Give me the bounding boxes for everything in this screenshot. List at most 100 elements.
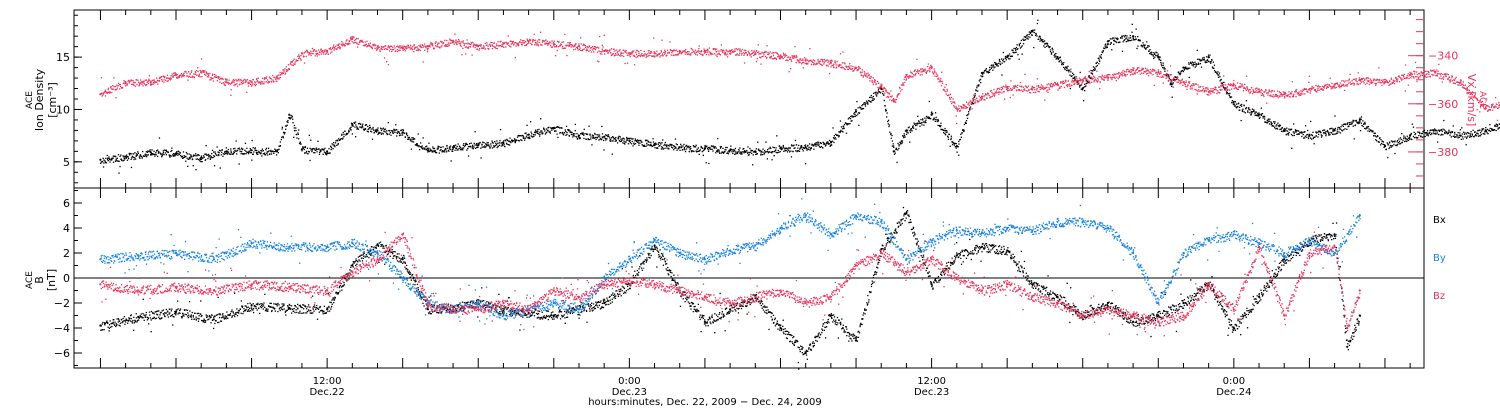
ion-density-sample (722, 152, 724, 154)
ion-density-sample (1131, 23, 1133, 25)
vx-sample (477, 46, 479, 48)
ion-density-sample (572, 134, 575, 136)
ion-density-sample (787, 148, 789, 150)
vx-sample (603, 34, 605, 36)
vx-sample (633, 54, 635, 57)
ion-density-sample (1182, 66, 1184, 69)
vx-sample (268, 76, 271, 78)
ion-density-sample (464, 144, 467, 147)
ion-density-sample (235, 140, 237, 142)
ion-density-sample (734, 149, 736, 151)
ion-density-sample (1218, 72, 1221, 74)
ion-density-sample (293, 136, 295, 138)
ion-density-sample (1356, 121, 1358, 123)
ion-density-sample (382, 128, 384, 130)
vx-sample (717, 53, 719, 55)
ion-density-sample (1432, 129, 1435, 131)
ion-density-sample (119, 165, 121, 168)
ion-density-sample (1332, 133, 1334, 135)
vx-sample (190, 76, 192, 79)
vx-sample (206, 76, 209, 78)
ion-density-sample (1213, 69, 1216, 72)
ion-density-sample (1494, 124, 1496, 127)
ion-density-sample (860, 108, 862, 110)
ion-density-sample (192, 158, 194, 160)
ion-density-sample (1011, 55, 1013, 57)
vx-sample (415, 46, 417, 48)
ion-density-sample (543, 127, 545, 129)
vx-sample (351, 41, 353, 43)
vx-sample (551, 46, 553, 49)
ion-density-sample (261, 148, 263, 150)
vx-sample (735, 54, 737, 56)
vx-sample (647, 55, 650, 57)
ion-density-sample (1453, 135, 1455, 137)
ion-density-sample (1018, 58, 1020, 60)
vx-sample (484, 42, 486, 44)
ion-density-sample (1346, 122, 1349, 124)
vx-sample (115, 97, 117, 99)
ion-density-sample (417, 145, 419, 147)
ion-density-sample (565, 130, 567, 133)
ion-density-sample (1290, 128, 1293, 130)
vx-sample (591, 47, 593, 49)
ion-density-sample (960, 136, 962, 138)
ion-density-sample (518, 140, 521, 142)
ion-density-sample (850, 120, 852, 122)
ion-density-sample (370, 128, 372, 130)
ion-density-sample (1199, 63, 1201, 65)
ion-density-sample (221, 149, 223, 151)
ion-density-sample (1018, 43, 1020, 45)
ion-density-sample (328, 148, 330, 150)
ion-density-sample (1012, 49, 1014, 51)
ion-density-sample (115, 159, 117, 161)
vx-sample (140, 83, 142, 85)
ion-density-sample (1104, 43, 1107, 45)
ion-density-sample (1070, 71, 1072, 73)
ion-density-sample (435, 151, 438, 154)
ion-density-sample (315, 149, 317, 151)
vx-sample (320, 53, 322, 55)
ion-density-sample (455, 147, 457, 149)
vx-sample (553, 40, 555, 42)
ion-density-sample (319, 151, 321, 154)
ion-density-sample (1210, 61, 1212, 63)
vx-sample (381, 48, 383, 51)
vx-sample (586, 49, 589, 51)
ion-density-sample (710, 148, 712, 150)
vx-sample (223, 83, 225, 85)
vx-sample (726, 56, 729, 58)
ion-density-sample (1464, 132, 1466, 134)
ion-density-sample (717, 137, 719, 140)
ion-density-sample (1272, 125, 1274, 127)
ion-density-sample (718, 149, 720, 151)
ion-density-sample (848, 123, 850, 125)
vx-sample (311, 47, 314, 50)
vx-sample (260, 83, 262, 85)
vx-sample (574, 45, 576, 48)
ion-density-sample (367, 125, 369, 128)
ion-density-sample (312, 148, 315, 150)
vx-sample (666, 54, 668, 56)
vx-sample (217, 77, 219, 79)
vx-sample (219, 76, 221, 78)
ion-density-sample (481, 144, 483, 146)
ion-density-sample (1085, 80, 1087, 82)
ion-density-sample (183, 155, 185, 157)
vx-sample (759, 56, 761, 58)
ion-density-sample (522, 135, 524, 137)
ion-density-sample (599, 138, 601, 140)
ion-density-sample (453, 145, 455, 147)
ion-density-sample (617, 138, 620, 140)
vx-sample (706, 48, 709, 50)
vx-sample (366, 40, 368, 42)
ion-density-sample (949, 145, 951, 147)
ion-density-sample (130, 166, 133, 169)
vx-sample (256, 81, 258, 83)
ion-density-sample (359, 122, 361, 125)
ion-density-sample (1457, 137, 1459, 139)
ion-density-sample (530, 121, 532, 123)
ion-density-sample (1106, 43, 1109, 46)
ion-density-sample (1227, 93, 1230, 95)
vx-sample (124, 81, 126, 83)
